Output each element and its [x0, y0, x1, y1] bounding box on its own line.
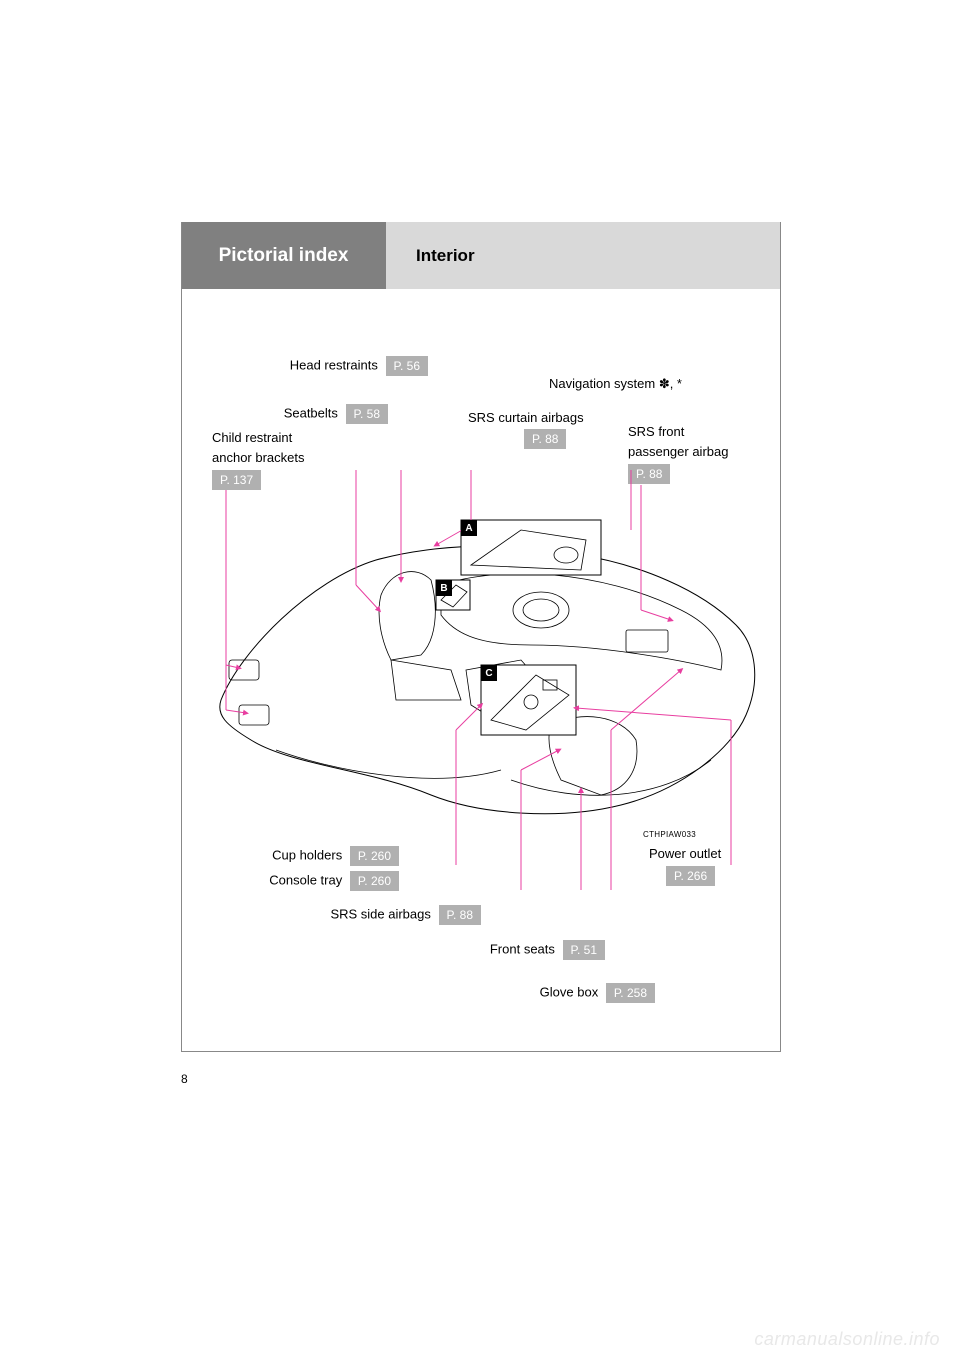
- callout-front-seats: Front seats P. 51: [380, 940, 605, 960]
- callout-srs-front-l2: passenger airbag: [628, 444, 728, 459]
- callout-navigation: Navigation system ✽, *: [549, 376, 682, 392]
- label-text: Glove box: [540, 984, 599, 999]
- page-ref: P. 258: [606, 983, 655, 1003]
- label-text: Seatbelts: [284, 405, 338, 420]
- label-text: Front seats: [490, 941, 555, 956]
- page-ref: P. 56: [386, 356, 428, 376]
- callout-srs-curtain-label: SRS curtain airbags: [468, 410, 584, 425]
- callout-srs-front-l1: SRS front: [628, 424, 684, 439]
- page-number: 8: [181, 1072, 188, 1086]
- callout-glove-box: Glove box P. 258: [430, 983, 655, 1003]
- callout-child-restraint-l2: anchor brackets: [212, 450, 305, 465]
- page-ref: P. 58: [346, 404, 388, 424]
- callout-srs-side: SRS side airbags P. 88: [260, 905, 481, 925]
- page-ref: P. 88: [439, 905, 481, 925]
- callout-child-restraint-l1: Child restraint: [212, 430, 292, 445]
- callout-head-restraints: Head restraints P. 56: [210, 356, 428, 376]
- inset-label-b: B: [436, 580, 452, 596]
- page-ref: P. 51: [563, 940, 605, 960]
- label-text: Navigation system ✽, *: [549, 376, 682, 391]
- interior-diagram: A B C: [181, 470, 781, 890]
- page: Pictorial index Interior Head restraints…: [0, 0, 960, 1358]
- watermark: carmanualsonline.info: [754, 1329, 940, 1350]
- inset-label-c: C: [481, 665, 497, 681]
- label-text: SRS side airbags: [330, 906, 430, 921]
- callout-srs-curtain-ref: P. 88: [524, 429, 566, 449]
- callout-seatbelts: Seatbelts P. 58: [210, 404, 388, 424]
- label-text: Head restraints: [290, 357, 378, 372]
- inset-label-a: A: [461, 520, 477, 536]
